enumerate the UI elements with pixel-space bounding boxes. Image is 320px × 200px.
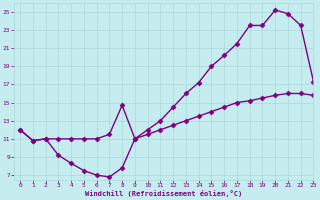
X-axis label: Windchill (Refroidissement éolien,°C): Windchill (Refroidissement éolien,°C) [85, 190, 242, 197]
